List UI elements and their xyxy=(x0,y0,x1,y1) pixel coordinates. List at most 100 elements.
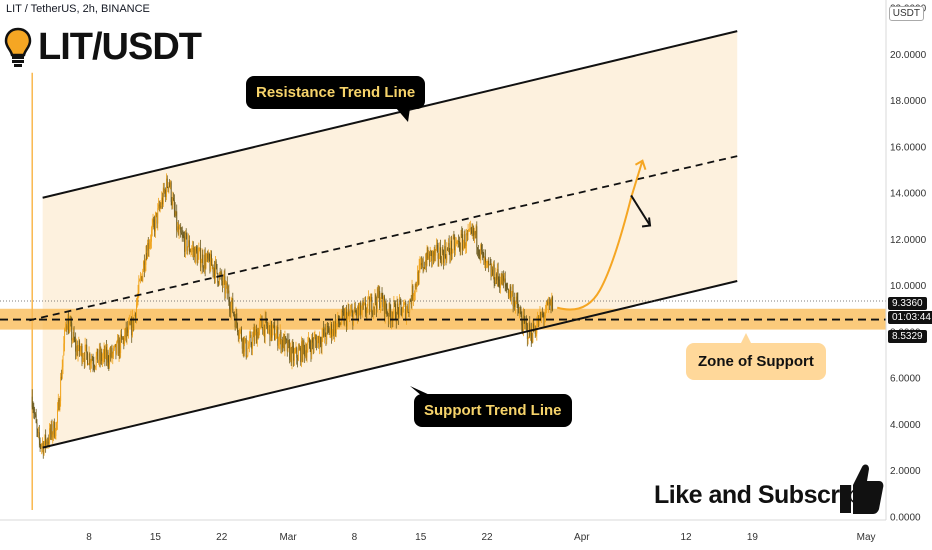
candle xyxy=(106,343,108,367)
candle xyxy=(389,298,391,317)
candle-body xyxy=(103,349,105,355)
candle xyxy=(474,230,476,239)
candle-body xyxy=(248,336,250,347)
candle xyxy=(193,245,195,258)
candle xyxy=(379,286,381,310)
candle-body xyxy=(501,273,503,286)
candle xyxy=(488,257,490,273)
candle xyxy=(520,306,522,318)
candle-body xyxy=(125,328,127,338)
candle-body xyxy=(116,341,118,354)
candle-body xyxy=(57,399,59,410)
candle xyxy=(499,273,501,293)
candle-body xyxy=(194,249,196,263)
candle xyxy=(76,340,78,357)
candle-body xyxy=(151,224,153,231)
candle xyxy=(525,320,527,330)
candle xyxy=(263,324,265,343)
candle xyxy=(270,319,272,341)
candle xyxy=(327,322,329,333)
candle-body xyxy=(191,249,193,252)
candle-body xyxy=(133,315,135,328)
candle-body xyxy=(96,348,98,357)
candle xyxy=(408,311,410,318)
candle xyxy=(34,412,36,418)
candle xyxy=(203,265,205,272)
candle-body xyxy=(262,327,264,335)
candle-body xyxy=(148,246,150,251)
candle xyxy=(135,312,137,323)
candle-body xyxy=(492,264,494,275)
thumbs-up-icon xyxy=(840,464,884,514)
candle-body xyxy=(177,226,179,235)
candle-body xyxy=(124,328,126,336)
candle xyxy=(122,336,124,345)
candle-body xyxy=(475,226,477,235)
x-tick-label: 8 xyxy=(86,532,92,543)
candle-body xyxy=(32,407,34,409)
candle-body xyxy=(484,257,486,265)
candle-body xyxy=(542,314,544,316)
candle-body xyxy=(548,302,550,305)
candle xyxy=(526,315,527,331)
currency-badge[interactable]: USDT xyxy=(888,6,924,21)
candle-body xyxy=(454,238,456,251)
candle-body xyxy=(252,331,254,338)
candle-body xyxy=(359,302,361,310)
candle-body xyxy=(151,230,152,242)
candle xyxy=(206,252,208,262)
candle xyxy=(200,258,202,275)
candle-body xyxy=(286,339,288,352)
candle xyxy=(248,331,250,353)
candle xyxy=(282,336,283,353)
x-tick-label: 12 xyxy=(680,532,692,543)
candle-body xyxy=(386,309,388,315)
candle xyxy=(466,228,467,254)
candle xyxy=(57,393,59,412)
candle xyxy=(372,310,374,317)
candle-body xyxy=(197,253,199,264)
candle xyxy=(293,348,295,366)
candle-body xyxy=(112,353,114,357)
candle xyxy=(337,311,339,330)
candle xyxy=(481,242,482,255)
candle xyxy=(177,221,178,233)
candle xyxy=(276,324,278,339)
candle xyxy=(320,336,322,354)
candle xyxy=(358,303,360,316)
candle-body xyxy=(218,282,220,284)
candle xyxy=(42,440,44,459)
candle xyxy=(410,294,412,309)
candle xyxy=(241,338,243,354)
resistance-callout-pointer xyxy=(396,108,410,122)
candle-body xyxy=(94,366,96,368)
candle-body xyxy=(379,291,381,309)
candle xyxy=(201,248,203,264)
candle-body xyxy=(443,246,445,263)
candle xyxy=(127,320,129,337)
y-tick-label: 10.0000 xyxy=(890,281,927,292)
candle xyxy=(129,320,131,326)
support-callout: Support Trend Line xyxy=(414,394,572,427)
candle xyxy=(445,253,447,266)
candle-body xyxy=(487,260,489,262)
candle xyxy=(531,332,533,344)
candle-body xyxy=(241,340,243,349)
candle xyxy=(244,336,246,357)
candle-body xyxy=(447,248,449,250)
candle-body xyxy=(369,301,371,312)
candle-body xyxy=(227,290,229,294)
projection-up-arrow xyxy=(630,160,644,199)
candle-body xyxy=(371,297,373,314)
candle-body xyxy=(156,212,158,224)
candle-body xyxy=(221,272,223,281)
candle-body xyxy=(87,352,88,365)
candle-body xyxy=(175,211,177,216)
candle-body xyxy=(132,317,133,336)
candle xyxy=(234,314,236,331)
candle-body xyxy=(123,337,125,345)
candle-body xyxy=(189,251,191,252)
candle-body xyxy=(154,222,156,232)
candle xyxy=(99,342,101,368)
